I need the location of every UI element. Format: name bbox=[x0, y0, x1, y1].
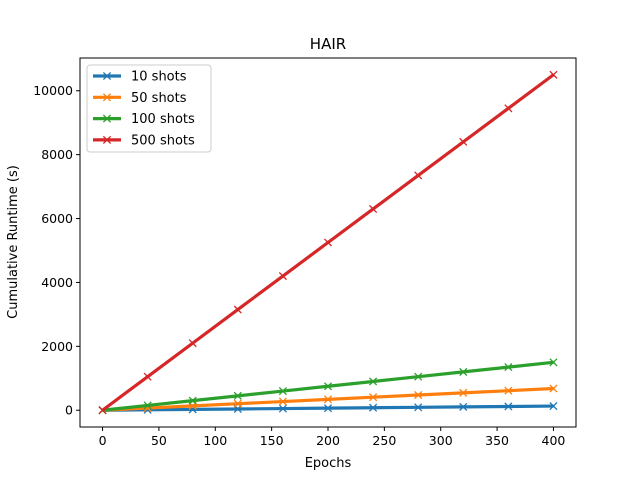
legend-label-500-shots: 500 shots bbox=[131, 133, 195, 148]
data-point-100-shots bbox=[504, 363, 513, 372]
plot-lines bbox=[98, 70, 558, 415]
data-point-10-shots bbox=[414, 403, 423, 412]
y-tick-label: 4000 bbox=[41, 275, 73, 290]
legend-marker-10-shots bbox=[102, 71, 112, 81]
data-point-50-shots bbox=[278, 397, 287, 406]
data-point-50-shots bbox=[504, 386, 513, 395]
y-tick-label: 2000 bbox=[41, 339, 73, 354]
data-point-500-shots bbox=[414, 171, 423, 180]
data-point-100-shots bbox=[414, 372, 423, 381]
legend-box bbox=[86, 64, 212, 153]
y-tick-label: 8000 bbox=[41, 147, 73, 162]
legend-marker-50-shots bbox=[102, 93, 112, 102]
data-point-100-shots bbox=[459, 367, 468, 376]
legend-label-10-shots: 10 shots bbox=[131, 70, 187, 85]
data-point-100-shots bbox=[143, 401, 152, 410]
data-point-100-shots bbox=[369, 377, 378, 386]
y-tick-label: 10000 bbox=[33, 83, 73, 98]
x-axis: 0 50 100 150 200 250 300 350 400 bbox=[99, 427, 566, 448]
x-tick-label: 350 bbox=[485, 433, 509, 448]
x-tick-label: 50 bbox=[151, 433, 167, 448]
x-tick-label: 200 bbox=[316, 433, 340, 448]
data-point-100-shots bbox=[323, 382, 333, 391]
x-tick-label: 100 bbox=[203, 433, 227, 448]
data-point-50-shots bbox=[459, 388, 468, 397]
legend-marker-100-shots bbox=[102, 114, 112, 123]
x-tick-label: 0 bbox=[99, 433, 107, 448]
y-axis: 0 2000 4000 6000 8000 10000 bbox=[33, 83, 80, 418]
x-tick-label: 250 bbox=[372, 433, 396, 448]
data-point-10-shots bbox=[278, 404, 287, 413]
y-tick-label: 0 bbox=[65, 403, 73, 418]
legend-label-100-shots: 100 shots bbox=[131, 112, 195, 127]
data-point-50-shots bbox=[414, 390, 423, 400]
x-axis-label: Epochs bbox=[305, 456, 352, 471]
data-point-10-shots bbox=[504, 402, 513, 411]
data-point-100-shots bbox=[278, 386, 287, 396]
data-point-500-shots bbox=[504, 104, 513, 113]
x-tick-label: 150 bbox=[260, 433, 284, 448]
data-point-500-shots bbox=[369, 204, 378, 214]
data-point-100-shots bbox=[549, 358, 558, 367]
data-point-100-shots bbox=[233, 391, 242, 400]
legend-marker-500-shots bbox=[102, 135, 112, 144]
data-point-10-shots bbox=[549, 402, 558, 411]
y-axis-label: Cumulative Runtime (s) bbox=[6, 165, 21, 319]
x-tick-label: 400 bbox=[542, 433, 566, 448]
data-point-500-shots bbox=[549, 70, 558, 79]
y-tick-label: 6000 bbox=[41, 211, 73, 226]
data-point-50-shots bbox=[323, 395, 333, 404]
data-point-500-shots bbox=[459, 137, 468, 146]
data-point-100-shots bbox=[188, 396, 197, 405]
data-point-500-shots bbox=[278, 271, 287, 281]
data-point-500-shots bbox=[323, 238, 333, 247]
data-point-10-shots bbox=[323, 404, 333, 413]
data-point-50-shots bbox=[233, 399, 242, 408]
data-point-10-shots bbox=[369, 403, 378, 412]
data-point-50-shots bbox=[549, 384, 558, 393]
chart-title: HAIR bbox=[310, 35, 346, 53]
data-point-500-shots bbox=[188, 339, 197, 348]
data-point-10-shots bbox=[459, 402, 468, 411]
data-point-50-shots bbox=[369, 393, 378, 402]
legend-label-50-shots: 50 shots bbox=[131, 91, 187, 106]
legend: 10 shots 50 shots 100 shots 500 shots bbox=[86, 64, 212, 153]
data-point-500-shots bbox=[98, 406, 107, 415]
data-point-500-shots bbox=[143, 372, 152, 381]
x-tick-label: 300 bbox=[429, 433, 453, 448]
data-point-500-shots bbox=[233, 305, 242, 314]
